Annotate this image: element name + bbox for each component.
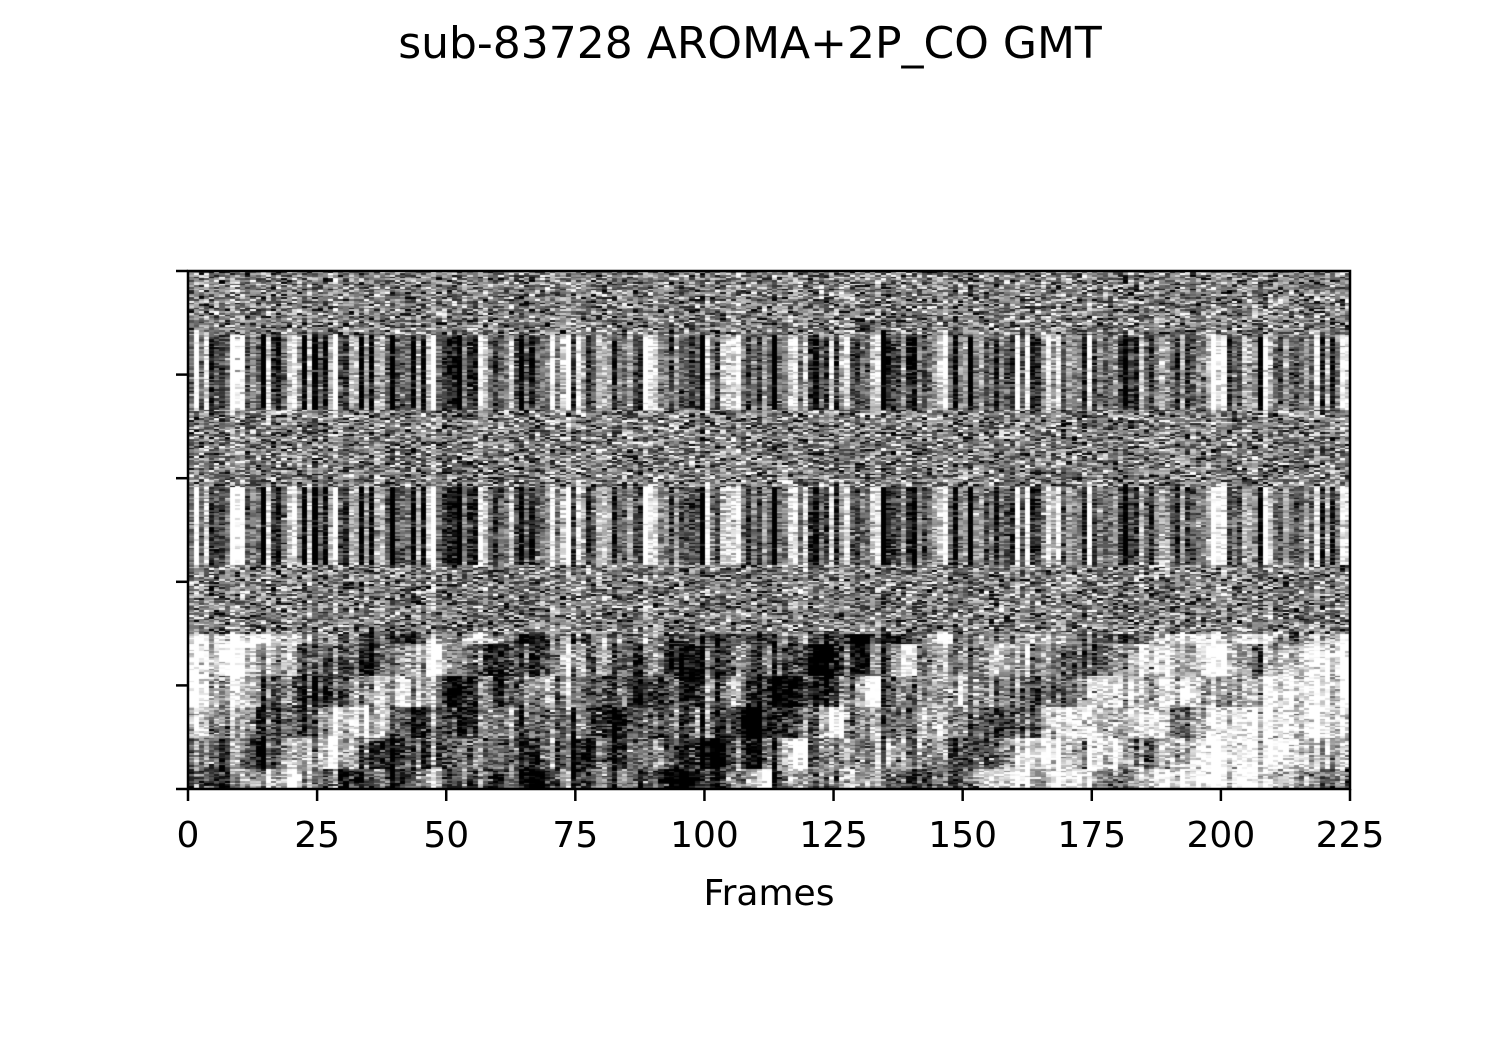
heatmap-area	[188, 271, 1350, 789]
x-tick-label: 175	[1057, 815, 1126, 856]
plot-frame	[186, 269, 1352, 791]
x-tick-label: 25	[294, 815, 340, 856]
chart-title: sub-83728 AROMA+2P_CO GMT	[398, 18, 1102, 69]
x-tick-label: 200	[1187, 815, 1256, 856]
x-axis: 0 25 50 75 100 125 150 175 200 225	[177, 789, 1385, 856]
x-tick-label: 50	[423, 815, 469, 856]
x-axis-label: Frames	[704, 873, 835, 914]
x-tick-label: 100	[670, 815, 739, 856]
x-tick-label: 150	[928, 815, 997, 856]
x-tick-label: 125	[799, 815, 868, 856]
heatmap-canvas	[188, 271, 1350, 789]
x-tick-label: 225	[1316, 815, 1385, 856]
y-axis	[176, 269, 188, 791]
x-tick-label: 75	[552, 815, 598, 856]
x-tick-label: 0	[177, 815, 200, 856]
